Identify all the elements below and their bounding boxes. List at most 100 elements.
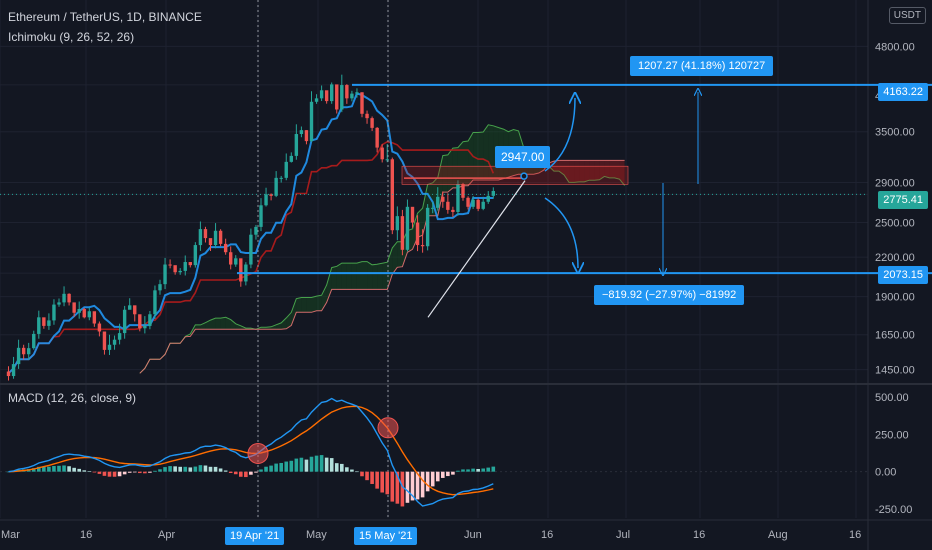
trendline: [427, 180, 526, 318]
macd-bar: [329, 458, 334, 472]
date-marker-19apr: 19 Apr '21: [225, 527, 285, 545]
macd-bar: [132, 471, 137, 473]
cloud-segment: [569, 160, 575, 183]
macd-bar: [466, 469, 470, 472]
macd-bar: [294, 458, 299, 472]
macd-bar: [304, 459, 309, 472]
candle-body: [52, 304, 56, 321]
candle-body: [183, 262, 187, 271]
cloud-segment: [584, 160, 590, 182]
cloud-segment: [346, 263, 352, 290]
macd-bar: [218, 468, 223, 472]
macd-label[interactable]: MACD (12, 26, close, 9): [8, 391, 137, 405]
macd-bar: [67, 466, 71, 472]
cloud-segment: [286, 312, 292, 329]
candle-body: [67, 293, 71, 303]
price-tick-label: 2900.00: [875, 177, 915, 189]
resistance-zone: [401, 165, 629, 185]
macd-bar: [461, 469, 465, 472]
currency-button[interactable]: USDT: [888, 7, 926, 24]
candle-body: [77, 309, 81, 313]
candle-body: [223, 243, 228, 253]
candle-body: [269, 194, 273, 196]
cloud-segment: [195, 324, 201, 330]
macd-bar: [173, 466, 177, 472]
candle-body: [415, 222, 420, 246]
cloud-segment: [382, 262, 388, 290]
cloud-segment: [604, 160, 610, 178]
macd-bar: [395, 471, 400, 504]
cloud-segment: [331, 266, 337, 290]
candle-body: [163, 264, 167, 285]
candle-body: [324, 90, 329, 102]
macd-bar: [254, 471, 258, 473]
macd-bar: [82, 470, 87, 472]
macd-bar: [42, 466, 46, 472]
macd-bar: [193, 466, 198, 472]
candle-body: [168, 264, 172, 266]
candle-body: [461, 184, 465, 198]
candle-body: [410, 206, 415, 223]
candle-body: [57, 302, 61, 305]
cloud-segment: [387, 247, 393, 290]
candle-body: [446, 201, 450, 210]
cloud-segment: [356, 261, 362, 290]
candle-body: [340, 85, 344, 110]
candle-body: [385, 159, 389, 161]
date-marker-15may: 15 May '21: [354, 527, 418, 545]
macd-bar: [138, 471, 142, 474]
candle-body: [289, 155, 293, 162]
cloud-segment: [341, 263, 347, 290]
macd-bar: [244, 471, 248, 478]
cloud-segment: [442, 154, 448, 193]
macd-bar: [188, 467, 193, 472]
price-tick-label: 2200.00: [875, 252, 915, 264]
macd-bar: [340, 463, 344, 472]
candle-body: [441, 196, 445, 202]
macd-tick-label: -250.00: [875, 504, 912, 516]
candle-body: [345, 85, 349, 99]
candle-body: [21, 347, 26, 355]
candle-body: [117, 333, 122, 340]
candle-body: [173, 265, 177, 273]
cloud-segment: [215, 318, 221, 330]
candle-body: [203, 229, 208, 239]
candle-body: [405, 206, 410, 250]
candle-body: [284, 161, 288, 178]
macd-bar: [153, 470, 157, 472]
cloud-segment: [558, 160, 564, 175]
candle-body: [471, 199, 475, 207]
macd-bar: [168, 466, 172, 472]
macd-bar: [451, 471, 455, 475]
macd-bar: [148, 471, 152, 473]
candle-body: [27, 348, 31, 355]
cloud-segment: [225, 317, 231, 330]
cloud-segment: [261, 327, 267, 330]
macd-bar: [228, 471, 233, 474]
time-tick-label: Apr: [158, 529, 175, 541]
macd-bar: [324, 457, 329, 472]
candle-body: [122, 309, 127, 334]
macd-bar: [284, 461, 289, 472]
candle-body: [400, 216, 405, 250]
candle-body: [213, 230, 218, 246]
price-tick-label: 2500.00: [875, 218, 915, 230]
macd-bar: [198, 465, 203, 472]
candle-body: [370, 118, 374, 128]
macd-bar: [425, 471, 430, 492]
macd-bar: [249, 471, 253, 475]
cloud-segment: [589, 160, 595, 181]
macd-bar: [47, 466, 51, 472]
macd-bar: [476, 468, 480, 472]
cloud-segment: [372, 264, 378, 290]
candle-body: [234, 258, 238, 265]
resistance-price-tag: 4163.22: [878, 83, 928, 101]
ichimoku-label[interactable]: Ichimoku (9, 26, 52, 26): [8, 30, 135, 44]
crossover-marker-2: [377, 417, 399, 439]
macd-bar: [37, 466, 41, 472]
macd-bar: [107, 471, 112, 477]
macd-bar: [435, 471, 440, 482]
candle-body: [87, 311, 91, 318]
